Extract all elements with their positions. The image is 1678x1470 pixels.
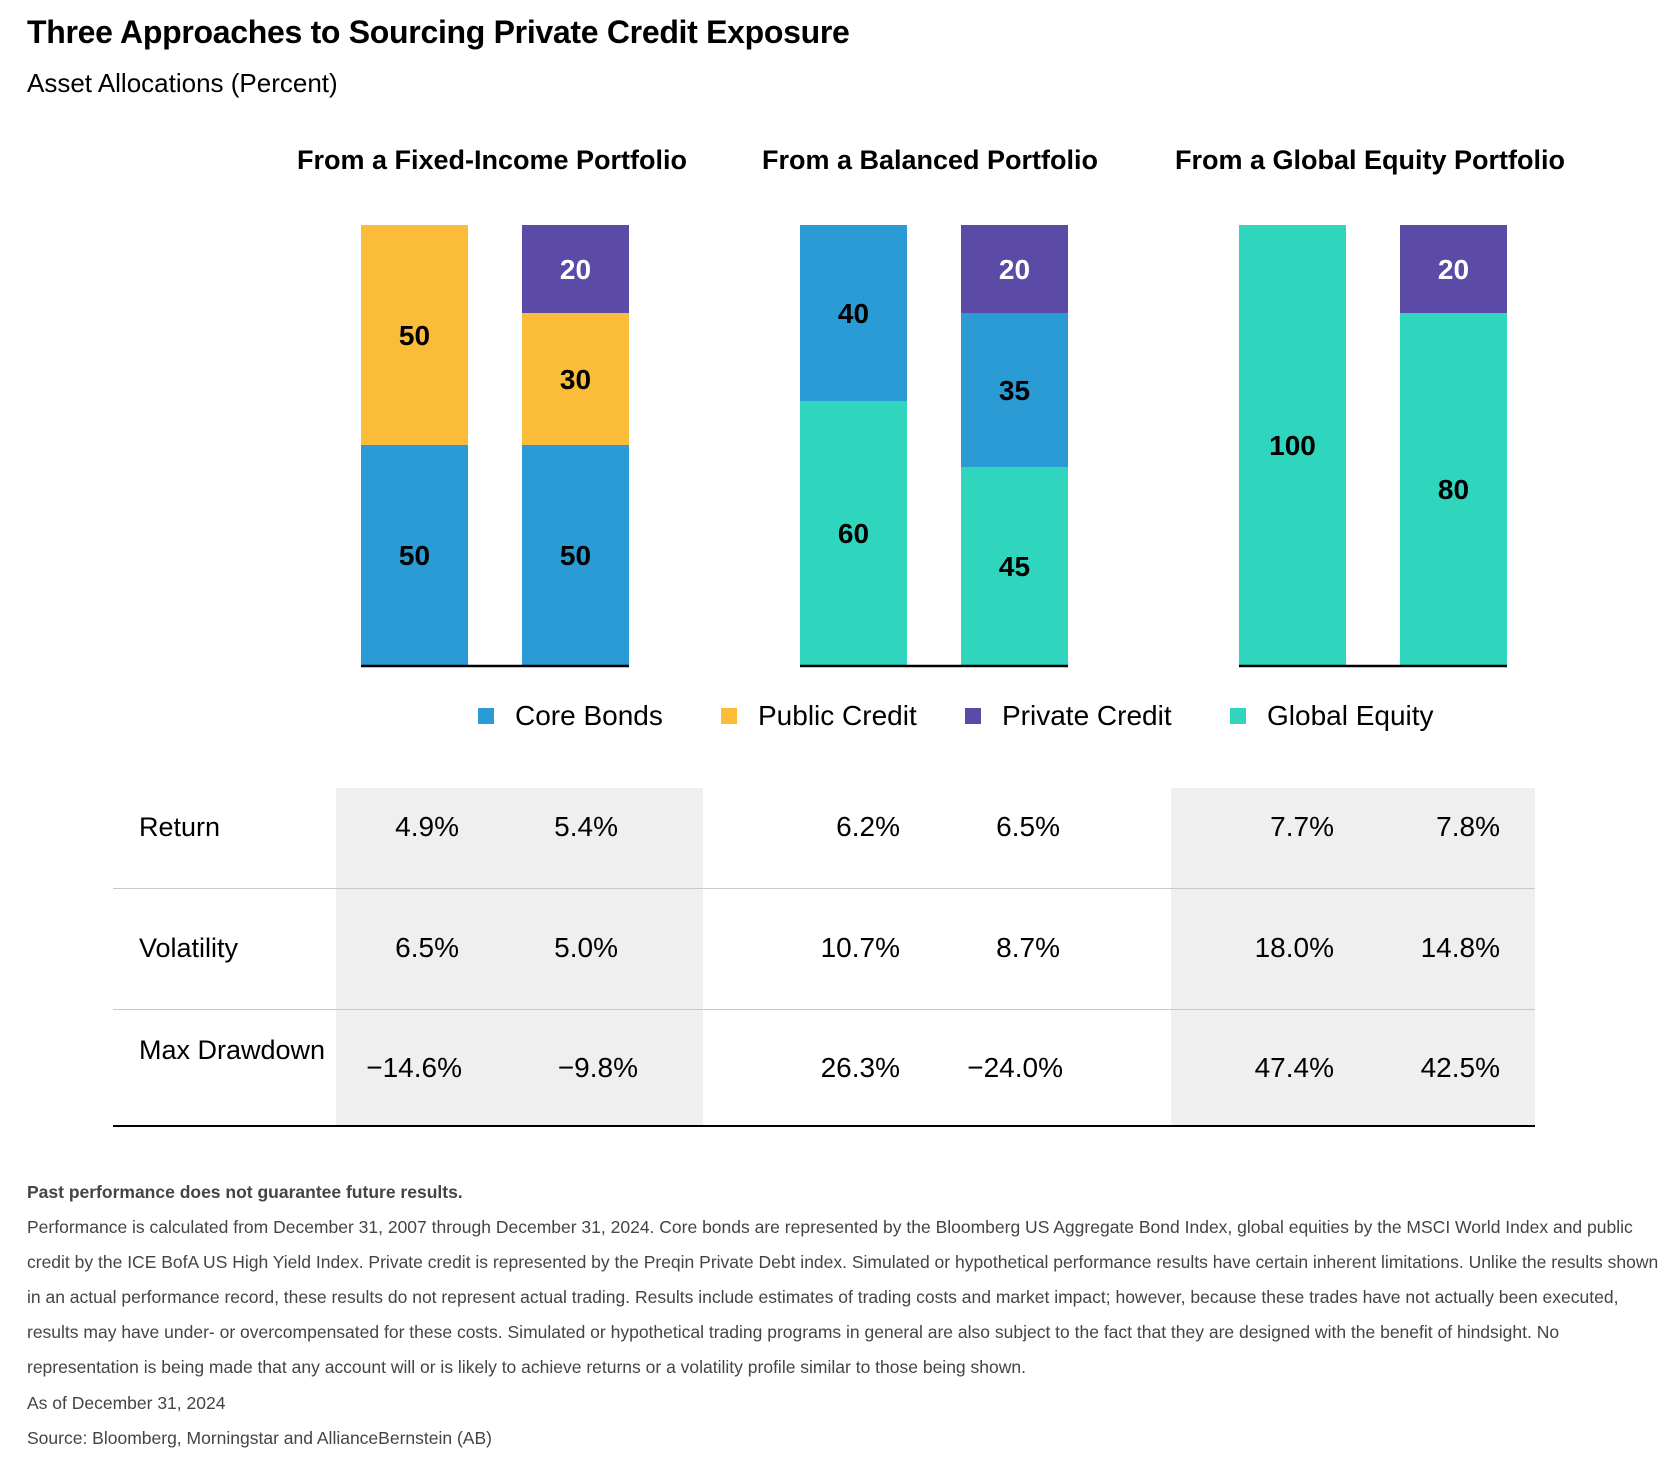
table-cell: 42.5% bbox=[1420, 1052, 1500, 1083]
table-cell: 6.5% bbox=[395, 932, 459, 963]
disclaimer-text: Past performance does not guarantee futu… bbox=[27, 1182, 463, 1202]
bar-segment-fixed-income-public-credit bbox=[361, 225, 468, 445]
table-cell: 7.7% bbox=[1270, 811, 1334, 842]
bar-data-label: 80 bbox=[1438, 474, 1469, 505]
legend-label: Private Credit bbox=[1002, 700, 1172, 731]
bar-segment-fixed-income-core-bonds bbox=[522, 445, 629, 665]
table-shade-fixed-income bbox=[336, 788, 703, 1126]
bar-data-label: 45 bbox=[999, 551, 1030, 582]
legend-swatch-core-bonds bbox=[478, 708, 494, 724]
legend-swatch-private-credit bbox=[965, 708, 981, 724]
legend: Core Bonds Public Credit Private Credit … bbox=[0, 700, 1678, 744]
bar-segment-global-equity-global-equity bbox=[1239, 225, 1346, 665]
table-cell: 5.0% bbox=[554, 932, 618, 963]
legend-swatch-public-credit bbox=[721, 708, 737, 724]
row-label-max-drawdown: Max Drawdown bbox=[139, 1035, 326, 1065]
table-cell: 14.8% bbox=[1420, 932, 1500, 963]
bar-data-label: 100 bbox=[1269, 430, 1316, 461]
bar-data-label: 30 bbox=[560, 364, 591, 395]
table-cell: −24.0% bbox=[967, 1052, 1063, 1083]
footnote-as-of: As of December 31, 2024 bbox=[27, 1393, 226, 1413]
bar-segment-fixed-income-private-credit bbox=[522, 225, 629, 313]
table-cell: 18.0% bbox=[1254, 932, 1334, 963]
footnote-disclaimer: Past performance does not guarantee futu… bbox=[27, 1175, 1667, 1210]
bar-data-label: 60 bbox=[838, 518, 869, 549]
legend-item-core-bonds: Core Bonds bbox=[478, 700, 663, 732]
legend-item-public-credit: Public Credit bbox=[721, 700, 917, 732]
legend-swatch-global-equity bbox=[1230, 708, 1246, 724]
table-cell: 26.3% bbox=[820, 1052, 900, 1083]
legend-item-private-credit: Private Credit bbox=[965, 700, 1172, 732]
table-cell: −14.6% bbox=[366, 1052, 462, 1083]
table-cell: 5.4% bbox=[554, 811, 618, 842]
stacked-bar-charts: 50 50 50 30 20 60 40 45 35 20 100 80 20 bbox=[361, 225, 1507, 668]
bar-segment-global-equity-global-equity bbox=[1400, 313, 1507, 665]
footnote-source: Source: Bloomberg, Morningstar and Allia… bbox=[27, 1428, 492, 1448]
row-label-return: Return bbox=[139, 812, 221, 842]
panel-title-fixed-income: From a Fixed-Income Portfolio bbox=[296, 145, 688, 175]
bar-segment-global-equity-private-credit bbox=[1400, 225, 1507, 313]
table-divider bbox=[113, 1009, 1535, 1010]
bar-data-label: 20 bbox=[999, 254, 1030, 285]
bar-data-label: 50 bbox=[560, 540, 591, 571]
bar-segment-balanced-core-bonds bbox=[961, 313, 1068, 467]
table-shade-global-equity bbox=[1171, 788, 1535, 1126]
table-cell: 6.2% bbox=[836, 811, 900, 842]
table-cell: 10.7% bbox=[820, 932, 900, 963]
bar-data-label: 50 bbox=[399, 540, 430, 571]
bar-data-label: 20 bbox=[560, 254, 591, 285]
chart-subtitle: Asset Allocations (Percent) bbox=[27, 68, 338, 98]
bar-segment-balanced-core-bonds bbox=[800, 225, 907, 401]
legend-label: Global Equity bbox=[1267, 700, 1434, 731]
table-cell: −9.8% bbox=[557, 1052, 638, 1083]
table-bottom-rule bbox=[113, 1125, 1535, 1127]
panel-title-global-equity: From a Global Equity Portfolio bbox=[1174, 145, 1565, 175]
legend-label: Core Bonds bbox=[515, 700, 663, 731]
table-cell: 8.7% bbox=[996, 932, 1060, 963]
performance-table: Return Volatility Max Drawdown 4.9% 5.4%… bbox=[113, 788, 1535, 1127]
legend-item-global-equity: Global Equity bbox=[1230, 700, 1434, 732]
bar-segment-balanced-global-equity bbox=[800, 401, 907, 665]
bar-data-label: 35 bbox=[999, 375, 1030, 406]
bar-data-label: 50 bbox=[399, 320, 430, 351]
bar-data-label: 40 bbox=[838, 298, 869, 329]
panel-title-balanced: From a Balanced Portfolio bbox=[761, 145, 1099, 175]
table-cell: 7.8% bbox=[1436, 811, 1500, 842]
bar-segment-balanced-private-credit bbox=[961, 225, 1068, 313]
table-divider bbox=[113, 888, 1535, 889]
chart-title: Three Approaches to Sourcing Private Cre… bbox=[27, 14, 850, 50]
table-cell: 47.4% bbox=[1254, 1052, 1334, 1083]
bar-segment-balanced-global-equity bbox=[961, 467, 1068, 665]
row-label-volatility: Volatility bbox=[139, 933, 239, 963]
bar-data-label: 20 bbox=[1438, 254, 1469, 285]
table-cell: 6.5% bbox=[996, 811, 1060, 842]
table-cell: 4.9% bbox=[395, 811, 459, 842]
bar-segment-fixed-income-core-bonds bbox=[361, 445, 468, 665]
legend-label: Public Credit bbox=[758, 700, 917, 731]
footnote-methodology: Performance is calculated from December … bbox=[27, 1217, 1659, 1377]
bar-segment-fixed-income-public-credit bbox=[522, 313, 629, 445]
